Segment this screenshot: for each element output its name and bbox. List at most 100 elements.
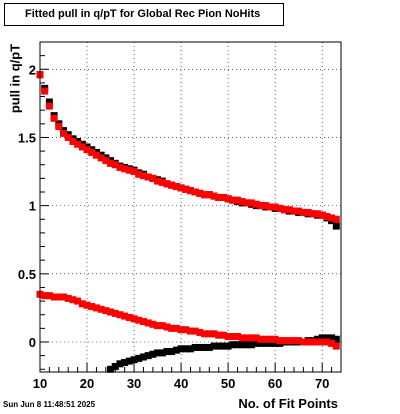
data-point <box>309 210 317 218</box>
data-point <box>187 187 194 195</box>
data-point <box>234 341 242 349</box>
data-point <box>121 165 129 173</box>
x-tick-label: 70 <box>315 376 329 391</box>
data-point <box>328 214 336 222</box>
data-point <box>243 341 251 349</box>
y-tick-label: 1 <box>29 199 36 214</box>
data-point <box>229 341 237 349</box>
x-tick-label: 30 <box>127 376 141 391</box>
data-point <box>111 363 119 371</box>
data-point <box>191 343 199 351</box>
data-point <box>88 303 96 311</box>
data-point <box>158 322 166 330</box>
data-point <box>45 292 53 300</box>
data-point <box>78 300 86 308</box>
data-point <box>318 211 326 219</box>
x-tick-label: 50 <box>221 376 235 391</box>
data-point <box>299 208 307 216</box>
data-point <box>50 114 58 122</box>
data-point <box>163 348 171 356</box>
data-point <box>257 335 265 343</box>
data-point <box>121 312 129 320</box>
data-point <box>323 338 331 346</box>
data-point <box>313 210 321 218</box>
tick-labels: 10 20 30 40 50 60 70 0 0.5 1 1.5 2 <box>18 62 330 391</box>
data-point <box>135 316 143 324</box>
data-point <box>172 346 180 354</box>
data-point <box>266 203 274 211</box>
data-point <box>78 143 86 151</box>
data-point <box>299 338 307 346</box>
data-point <box>182 326 190 334</box>
data-point <box>125 313 133 321</box>
data-point <box>163 180 171 188</box>
data-point <box>281 206 289 214</box>
data-point <box>304 338 312 346</box>
data-point <box>304 208 312 216</box>
data-point <box>219 342 227 350</box>
data-point <box>224 333 232 341</box>
data-point <box>149 320 157 328</box>
data-point <box>69 138 77 146</box>
data-point <box>139 172 147 180</box>
x-tick-label: 60 <box>268 376 282 391</box>
data-point <box>177 326 185 334</box>
data-point <box>257 202 265 210</box>
data-point <box>60 129 68 137</box>
data-point <box>168 348 176 356</box>
data-point <box>285 337 293 345</box>
data-point <box>276 337 284 345</box>
data-point <box>97 305 105 313</box>
data-point <box>201 343 209 351</box>
data-point <box>83 301 91 309</box>
data-point <box>266 339 274 347</box>
data-point <box>332 335 340 343</box>
data-point <box>285 206 293 214</box>
data-point <box>271 335 279 343</box>
data-point <box>111 309 119 317</box>
data-point <box>168 324 176 332</box>
data-point <box>158 178 166 186</box>
data-point <box>135 170 143 178</box>
data-point <box>107 308 115 316</box>
y-tick-label: 2 <box>29 62 36 77</box>
data-point <box>125 357 133 365</box>
x-axis-label: No. of Fit Points <box>238 396 338 411</box>
data-point <box>158 349 166 357</box>
data-point <box>135 354 143 362</box>
data-point <box>55 123 63 131</box>
data-point <box>74 140 82 148</box>
data-point <box>196 328 204 336</box>
data-point <box>45 98 53 106</box>
data-point <box>182 345 190 353</box>
data-point <box>154 322 162 330</box>
data-point <box>201 191 209 199</box>
data-point <box>271 203 279 211</box>
data-point <box>229 333 237 341</box>
data-point <box>210 342 218 350</box>
data-point <box>116 311 124 319</box>
data-point <box>238 341 246 349</box>
data-point <box>154 177 162 185</box>
data-point <box>290 207 298 215</box>
data-point <box>196 343 204 351</box>
data-point <box>328 334 336 342</box>
data-point <box>262 202 270 210</box>
data-point <box>323 334 331 342</box>
data-point <box>116 360 124 368</box>
data-point <box>177 345 185 353</box>
data-point <box>252 200 260 208</box>
data-point <box>252 339 260 347</box>
data-point <box>172 183 180 191</box>
data-point <box>224 342 232 350</box>
data-point <box>210 330 218 338</box>
data-point <box>187 345 194 353</box>
data-point <box>60 293 68 301</box>
data-point <box>50 293 58 301</box>
data-point <box>64 133 72 141</box>
data-point <box>318 334 326 342</box>
data-point <box>102 307 110 315</box>
data-point <box>187 327 194 335</box>
data-point <box>97 154 105 162</box>
data-point <box>205 191 213 199</box>
